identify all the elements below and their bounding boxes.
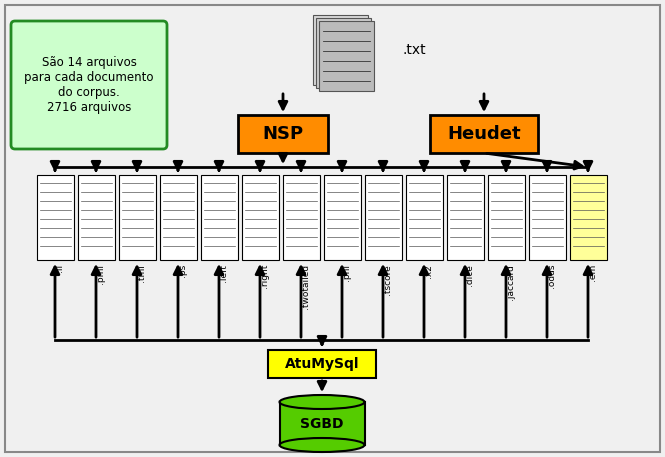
- Bar: [324, 175, 361, 260]
- Text: NSP: NSP: [263, 125, 303, 143]
- Ellipse shape: [279, 395, 364, 409]
- Text: .right: .right: [260, 264, 269, 288]
- Bar: [570, 175, 607, 260]
- FancyBboxPatch shape: [11, 21, 167, 149]
- Text: .ps: .ps: [178, 264, 187, 277]
- Text: .odds: .odds: [547, 264, 556, 288]
- Bar: [201, 175, 238, 260]
- Text: AtuMySql: AtuMySql: [285, 357, 359, 371]
- Bar: [316, 18, 371, 88]
- Text: .phi: .phi: [342, 264, 351, 281]
- Bar: [313, 15, 368, 85]
- Bar: [242, 175, 279, 260]
- Text: SGBD: SGBD: [301, 417, 344, 431]
- Text: .pmi: .pmi: [96, 264, 105, 284]
- Text: .jaccard: .jaccard: [506, 264, 515, 300]
- Text: São 14 arquivos
para cada documento
do corpus.
2716 arquivos: São 14 arquivos para cada documento do c…: [24, 56, 154, 114]
- Bar: [268, 350, 376, 378]
- Bar: [37, 175, 74, 260]
- Text: .ll: .ll: [55, 264, 64, 272]
- Bar: [238, 115, 328, 153]
- Bar: [119, 175, 156, 260]
- Bar: [280, 402, 365, 445]
- Text: .dice: .dice: [465, 264, 474, 286]
- Text: Heudet: Heudet: [447, 125, 521, 143]
- Text: .x2: .x2: [424, 264, 433, 278]
- Bar: [406, 175, 443, 260]
- Bar: [365, 175, 402, 260]
- Text: .tscore: .tscore: [383, 264, 392, 295]
- Bar: [529, 175, 566, 260]
- Text: .twotailed: .twotailed: [301, 264, 310, 309]
- Bar: [488, 175, 525, 260]
- Ellipse shape: [279, 438, 364, 452]
- Bar: [160, 175, 197, 260]
- Text: .txt: .txt: [403, 43, 427, 57]
- Text: .left: .left: [219, 264, 228, 282]
- Bar: [283, 175, 320, 260]
- Text: .tmi: .tmi: [137, 264, 146, 282]
- Text: .em: .em: [588, 264, 597, 281]
- Bar: [78, 175, 115, 260]
- Bar: [319, 21, 374, 91]
- Bar: [447, 175, 484, 260]
- Bar: [430, 115, 538, 153]
